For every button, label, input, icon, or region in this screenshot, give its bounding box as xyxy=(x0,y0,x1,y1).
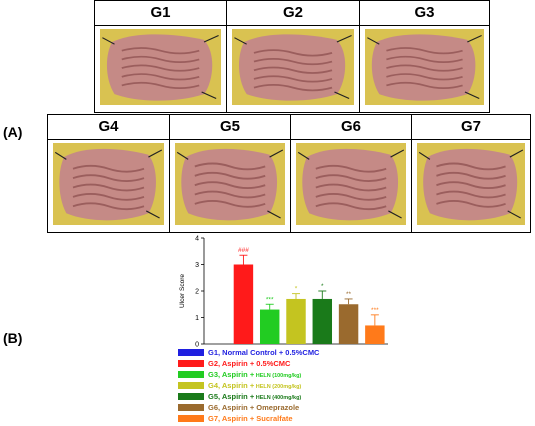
group-header-g5: G5 xyxy=(170,115,290,140)
legend-label: G3, Aspirin + HELN (100mg/kg) xyxy=(208,370,302,379)
mucosal-folds xyxy=(386,47,463,90)
legend-dose-label: HELN (400mg/kg) xyxy=(254,395,302,401)
legend-swatch xyxy=(178,415,204,422)
group-header-g3: G3 xyxy=(360,1,489,26)
y-tick-label: 3 xyxy=(195,262,199,269)
dissection-pins xyxy=(367,35,482,99)
dissection-pins xyxy=(102,35,219,99)
stomach-photo-g2 xyxy=(232,29,354,105)
stomach-photo-g4 xyxy=(53,143,164,225)
legend-swatch xyxy=(178,393,204,400)
photo-cell-g3: G3 xyxy=(359,1,489,112)
stomach-tissue xyxy=(302,148,399,221)
stomach-photo-g5 xyxy=(175,143,285,225)
legend-dose-label: HELN (100mg/kg) xyxy=(254,373,302,379)
photo-cell-g7: G7 xyxy=(411,115,530,232)
stomach-tissue xyxy=(59,148,156,221)
bar-g5 xyxy=(312,298,333,344)
legend-swatch xyxy=(178,360,204,367)
dissection-pins xyxy=(297,149,405,219)
group-header-g6: G6 xyxy=(291,115,411,140)
significance-label-g3: *** xyxy=(266,296,274,303)
mucosal-folds xyxy=(436,162,506,208)
y-tick-label: 1 xyxy=(195,315,199,322)
panel-a-label: (A) xyxy=(3,124,23,140)
bar-g2 xyxy=(233,264,254,344)
dissection-pins xyxy=(234,35,352,99)
error-bar-g4 xyxy=(292,293,300,299)
legend-swatch xyxy=(178,382,204,389)
legend-swatch xyxy=(178,349,204,356)
mucosal-folds xyxy=(194,162,266,208)
bar-g4 xyxy=(286,298,306,344)
error-bar-g2 xyxy=(239,254,248,265)
bar-g7 xyxy=(365,325,385,344)
significance-label-g7: *** xyxy=(371,307,379,314)
significance-label-g2: ### xyxy=(238,247,249,254)
mucosal-folds xyxy=(315,164,387,211)
bar-g3 xyxy=(259,309,280,344)
group-header-g1: G1 xyxy=(95,1,226,26)
legend-label: G1, Normal Control + 0.5%CMC xyxy=(208,348,320,357)
photo-grid-bottom: G4 G5 G6 G7 xyxy=(47,114,531,233)
photo-cell-g6: G6 xyxy=(290,115,411,232)
significance-label-g5: * xyxy=(321,283,324,290)
group-header-g2: G2 xyxy=(227,1,359,26)
legend-swatch xyxy=(178,371,204,378)
legend-label: G7, Aspirin + Sucralfate xyxy=(208,414,293,423)
bar-g6 xyxy=(338,304,359,344)
error-bar-g6 xyxy=(344,298,353,305)
legend-dose-label: HELN (200mg/kg) xyxy=(254,384,302,390)
photo-cell-g5: G5 xyxy=(169,115,290,232)
panel-b-label: (B) xyxy=(3,330,23,346)
stomach-photo-g7 xyxy=(417,143,525,225)
photo-cell-g2: G2 xyxy=(226,1,359,112)
y-tick-label: 2 xyxy=(195,289,199,296)
stomach-photo-g6 xyxy=(296,143,406,225)
mucosal-folds xyxy=(121,47,200,90)
y-axis-label: Ulcer Score xyxy=(179,274,186,308)
photo-grid-top: G1 G2 G3 xyxy=(94,0,490,113)
photo-cell-g4: G4 xyxy=(48,115,169,232)
y-tick-label: 4 xyxy=(195,236,199,243)
dissection-pins xyxy=(176,149,284,219)
photo-cell-g1: G1 xyxy=(95,1,226,112)
stomach-tissue xyxy=(238,34,346,101)
stomach-photo-g3 xyxy=(365,29,484,105)
group-header-g7: G7 xyxy=(412,115,530,140)
legend-swatch xyxy=(178,404,204,411)
dissection-pins xyxy=(418,149,524,219)
y-tick-label: 0 xyxy=(195,342,199,349)
dissection-pins xyxy=(54,149,163,219)
significance-label-g4: * xyxy=(295,286,298,293)
stomach-photo-g1 xyxy=(100,29,221,105)
legend-label: G2, Aspirin + 0.5%CMC xyxy=(208,359,291,368)
legend-label: G4, Aspirin + HELN (200mg/kg) xyxy=(208,381,302,390)
legend-label: G6, Aspirin + Omeprazole xyxy=(208,403,300,412)
group-header-g4: G4 xyxy=(48,115,169,140)
error-bar-g5 xyxy=(318,290,327,299)
significance-label-g6: ** xyxy=(346,291,352,298)
error-bar-g3 xyxy=(265,303,274,310)
error-bar-g7 xyxy=(370,314,379,326)
mucosal-folds xyxy=(72,164,145,211)
legend-label: G5, Aspirin + HELN (400mg/kg) xyxy=(208,392,302,401)
mucosal-folds xyxy=(253,49,333,92)
